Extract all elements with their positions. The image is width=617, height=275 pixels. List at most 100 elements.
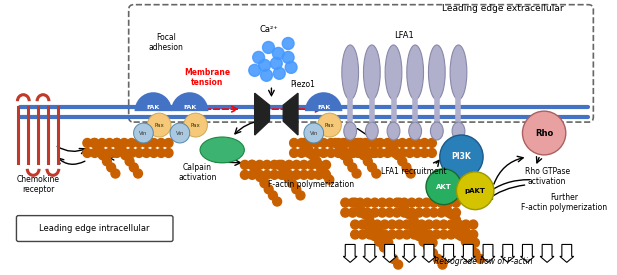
Circle shape <box>422 208 431 217</box>
Text: Pax: Pax <box>325 123 334 128</box>
Ellipse shape <box>344 122 357 140</box>
Circle shape <box>292 160 301 169</box>
Circle shape <box>433 254 442 263</box>
Circle shape <box>127 148 136 157</box>
Circle shape <box>365 220 375 229</box>
Circle shape <box>157 148 165 157</box>
Circle shape <box>462 237 470 246</box>
Circle shape <box>358 220 367 229</box>
Circle shape <box>394 260 403 269</box>
Ellipse shape <box>450 45 467 100</box>
Circle shape <box>263 42 275 53</box>
Circle shape <box>289 139 299 147</box>
Circle shape <box>279 166 288 175</box>
Circle shape <box>348 208 357 217</box>
Circle shape <box>346 148 355 157</box>
Wedge shape <box>171 92 209 111</box>
Wedge shape <box>305 92 342 111</box>
Circle shape <box>352 169 361 178</box>
Circle shape <box>447 230 455 239</box>
Circle shape <box>360 210 369 219</box>
Circle shape <box>461 227 470 236</box>
Circle shape <box>383 148 392 157</box>
Text: Vin: Vin <box>310 131 318 136</box>
Circle shape <box>94 145 103 153</box>
Circle shape <box>134 169 143 178</box>
Circle shape <box>344 157 352 166</box>
Circle shape <box>90 139 99 147</box>
Circle shape <box>304 148 313 157</box>
FancyArrow shape <box>363 244 377 262</box>
Circle shape <box>130 163 138 172</box>
Circle shape <box>273 197 281 206</box>
Circle shape <box>375 227 383 236</box>
Text: Membrane
tension: Membrane tension <box>184 68 231 87</box>
Circle shape <box>469 230 478 239</box>
Circle shape <box>437 198 446 207</box>
Circle shape <box>405 220 413 229</box>
Circle shape <box>268 191 278 200</box>
Circle shape <box>341 139 350 147</box>
Circle shape <box>304 139 313 147</box>
Circle shape <box>111 169 120 178</box>
Circle shape <box>398 157 407 166</box>
Circle shape <box>107 163 115 172</box>
Circle shape <box>361 139 370 147</box>
Circle shape <box>462 230 470 239</box>
Circle shape <box>312 148 321 157</box>
Circle shape <box>440 135 483 179</box>
Ellipse shape <box>452 122 465 140</box>
Circle shape <box>410 230 418 239</box>
Circle shape <box>389 145 398 153</box>
Circle shape <box>299 139 308 147</box>
Circle shape <box>297 139 306 147</box>
Circle shape <box>409 215 418 224</box>
Text: F-actin polymerization: F-actin polymerization <box>268 180 354 189</box>
Circle shape <box>363 208 372 217</box>
Circle shape <box>120 139 129 147</box>
Circle shape <box>334 148 343 157</box>
Circle shape <box>414 232 423 240</box>
Text: FAK: FAK <box>183 105 196 110</box>
Circle shape <box>419 237 428 246</box>
Circle shape <box>260 69 273 81</box>
Circle shape <box>395 230 404 239</box>
Circle shape <box>437 208 445 217</box>
Circle shape <box>184 113 207 137</box>
Ellipse shape <box>363 45 380 100</box>
Circle shape <box>471 238 479 247</box>
Circle shape <box>292 170 301 179</box>
Circle shape <box>319 148 328 157</box>
Circle shape <box>135 139 143 147</box>
Circle shape <box>447 220 456 229</box>
Circle shape <box>392 198 402 207</box>
Circle shape <box>321 170 331 179</box>
Ellipse shape <box>200 137 244 163</box>
Circle shape <box>391 139 399 147</box>
Text: Rho GTPase
activation: Rho GTPase activation <box>524 167 569 186</box>
Circle shape <box>349 148 358 157</box>
Circle shape <box>256 173 265 182</box>
Circle shape <box>147 113 171 137</box>
Circle shape <box>284 160 294 169</box>
Circle shape <box>400 204 408 213</box>
Circle shape <box>341 148 350 157</box>
Text: Pax: Pax <box>191 123 201 128</box>
Circle shape <box>354 148 363 157</box>
Circle shape <box>387 230 397 239</box>
FancyBboxPatch shape <box>17 216 173 241</box>
Circle shape <box>410 220 418 229</box>
Circle shape <box>395 198 404 207</box>
Circle shape <box>125 157 134 166</box>
Circle shape <box>444 208 453 217</box>
Circle shape <box>270 57 282 69</box>
Text: Rho: Rho <box>535 128 553 138</box>
Circle shape <box>375 237 384 246</box>
Circle shape <box>360 220 370 229</box>
Text: Leading edge intracellular: Leading edge intracellular <box>39 224 149 233</box>
Circle shape <box>371 148 379 157</box>
Circle shape <box>339 139 348 147</box>
Circle shape <box>376 139 384 147</box>
Circle shape <box>429 198 438 207</box>
Circle shape <box>149 148 158 157</box>
